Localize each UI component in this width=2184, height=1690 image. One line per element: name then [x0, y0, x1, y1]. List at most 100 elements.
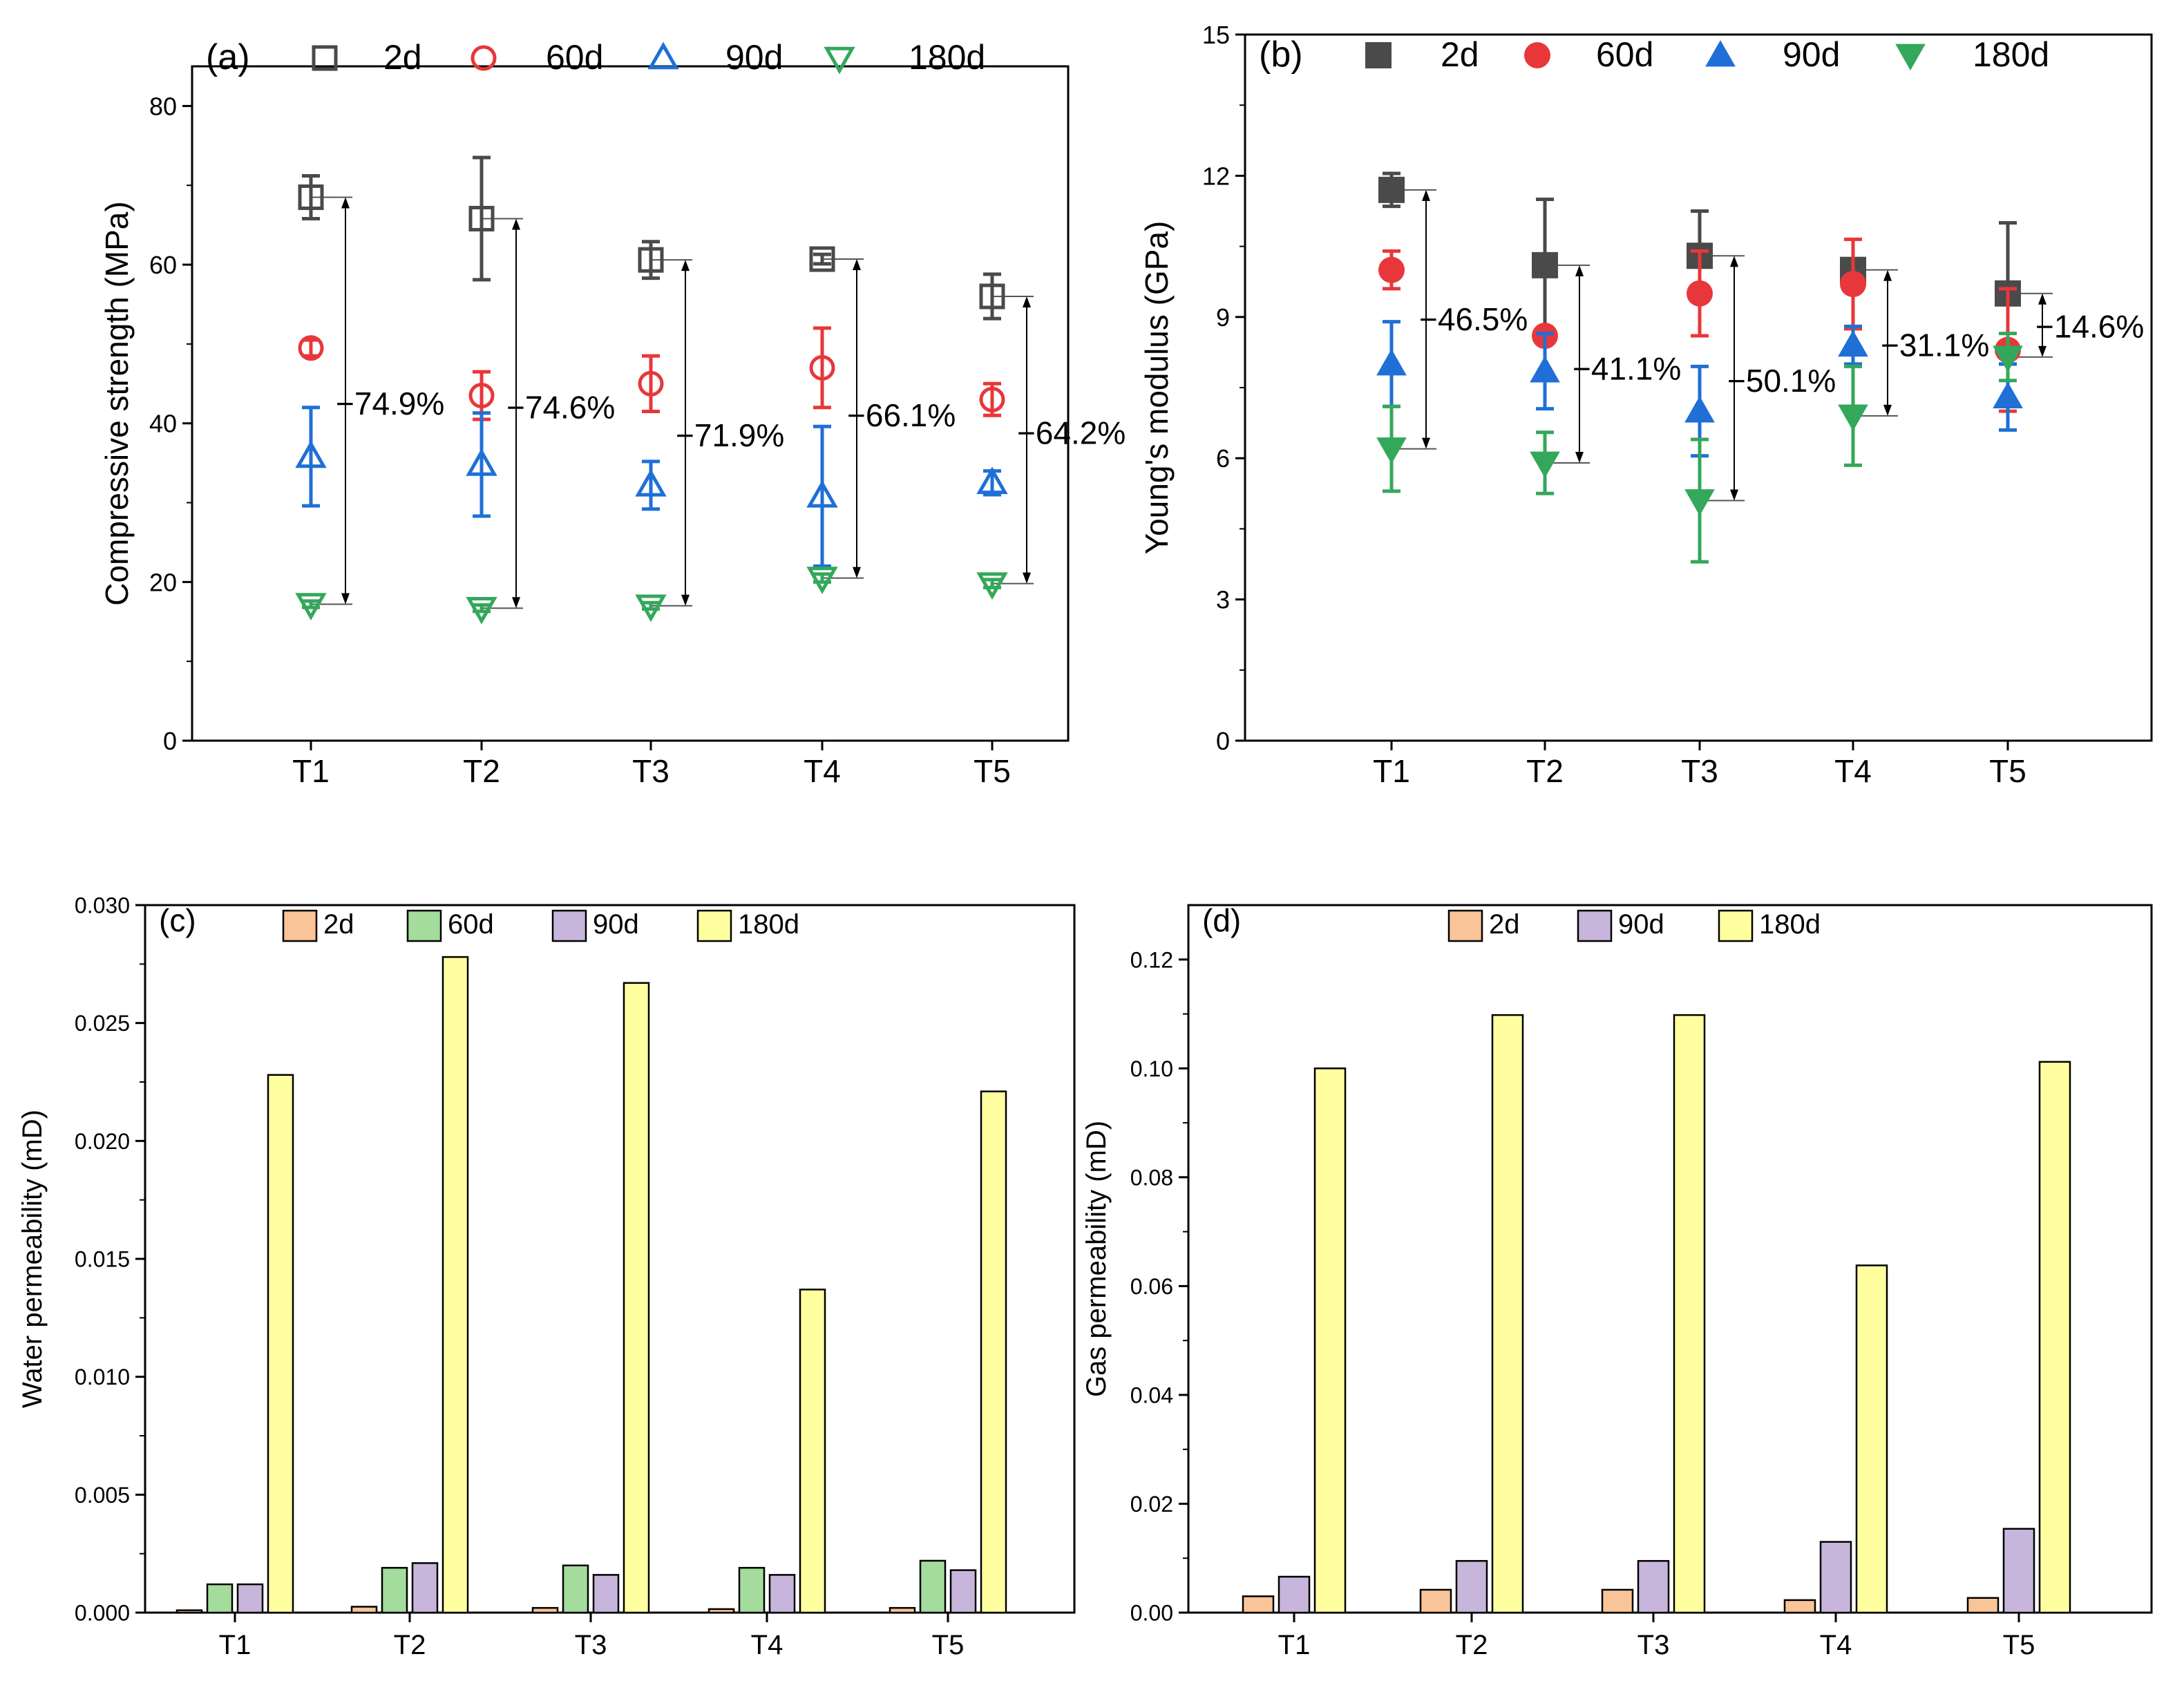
plot-frame	[191, 65, 1070, 742]
y-tick-label: 15	[1202, 21, 1230, 49]
y-tick-label: 0.000	[75, 1601, 130, 1626]
bar-60d-T4	[738, 1566, 766, 1614]
reduction-arrowhead-up	[681, 260, 690, 272]
bar-180d-T1	[267, 1074, 294, 1614]
reduction-label: −74.9%	[336, 386, 444, 421]
bar-90d-T3	[1637, 1559, 1670, 1614]
panel-label: (b)	[1259, 35, 1303, 75]
bar-90d-T4	[768, 1574, 796, 1614]
y-tick-label: 0	[163, 727, 177, 755]
reduction-label: −14.6%	[2035, 308, 2144, 344]
bar-90d-T5	[2002, 1528, 2035, 1614]
x-tick-label: T2	[1526, 753, 1564, 789]
legend-marker-180d	[824, 46, 855, 75]
reduction-arrowhead-down	[1023, 572, 1031, 584]
legend-label: 60d	[448, 909, 494, 940]
legend-label: 2d	[1489, 909, 1520, 940]
data-point-60d	[468, 383, 495, 409]
data-point-2d	[468, 205, 495, 231]
reduction-arrowhead-up	[1575, 265, 1584, 276]
bar-60d-T3	[562, 1564, 589, 1614]
legend-label: 180d	[909, 38, 985, 77]
reduction-label: −71.9%	[676, 417, 784, 453]
x-tick-label: T2	[1456, 1630, 1488, 1660]
legend-marker-180d	[1895, 44, 1926, 70]
y-tick-label: 0.020	[75, 1129, 130, 1154]
data-point-90d	[466, 448, 497, 476]
bar-180d-T4	[799, 1289, 826, 1614]
x-tick-label: T4	[1834, 753, 1872, 789]
bar-2d-T2	[350, 1606, 378, 1614]
data-point-180d	[1530, 451, 1560, 478]
legend-label: 90d	[1618, 909, 1664, 940]
x-tick-label: T4	[751, 1630, 784, 1660]
data-point-180d	[1838, 404, 1868, 431]
y-tick-label: 0.12	[1130, 947, 1173, 972]
x-tick-label: T4	[804, 753, 841, 789]
reduction-label: −50.1%	[1727, 363, 1836, 399]
reduction-arrowhead-up	[1883, 269, 1892, 281]
panel-d-gas-permeability: 0.00 0.02 0.04 0.06 0.08 0.10 0.12 T1 T2 T3 T4 T5 Ga…	[1081, 902, 2153, 1660]
x-tick-label: T3	[1637, 1630, 1670, 1660]
bar-180d-T2	[441, 956, 469, 1614]
y-axis-label: Gas permeability (mD)	[1081, 1121, 1112, 1397]
bar-90d-T2	[411, 1562, 439, 1614]
bar-2d-T1	[1242, 1595, 1275, 1614]
reduction-arrowhead-down	[1422, 437, 1430, 449]
y-tick-label: 0.015	[75, 1247, 130, 1272]
y-tick-label: 0.08	[1130, 1165, 1173, 1190]
reduction-arrowhead-down	[341, 593, 350, 605]
bar-180d-T1	[1313, 1067, 1347, 1614]
legend-marker-60d	[1524, 42, 1550, 68]
reduction-arrowhead-up	[1023, 296, 1031, 307]
panel-label: (c)	[159, 902, 196, 938]
bar-180d-T4	[1855, 1264, 1888, 1614]
bar-90d-T3	[592, 1574, 620, 1614]
reduction-arrowhead-down	[2038, 345, 2047, 357]
bar-180d-T3	[623, 982, 650, 1614]
data-point-90d	[635, 468, 667, 497]
y-tick-label: 0.06	[1130, 1274, 1173, 1299]
data-point-90d	[1684, 396, 1715, 423]
reduction-arrowhead-up	[2038, 293, 2047, 305]
bar-2d-T4	[1783, 1599, 1816, 1614]
y-tick-label: 0.025	[75, 1011, 130, 1036]
panel-label: (a)	[206, 37, 250, 77]
data-point-2d	[809, 246, 835, 272]
legend-swatch-180d	[1718, 909, 1754, 942]
legend-label: 180d	[1973, 35, 2049, 74]
x-tick-label: T4	[1820, 1630, 1852, 1660]
bar-2d-T3	[1601, 1588, 1634, 1614]
legend-label: 90d	[593, 909, 639, 940]
data-point-90d	[1376, 349, 1407, 376]
legend-label: 180d	[1759, 909, 1821, 940]
panel-b-youngs-modulus: 0 3 6 9 12 15 T1 T2 T3 T4 T5 Young's modulus (GPa) (…	[1139, 21, 2153, 789]
data-point-90d	[976, 466, 1008, 495]
legend-swatch-2d	[1447, 909, 1483, 942]
data-point-180d	[1376, 437, 1407, 464]
reduction-arrowhead-down	[681, 594, 690, 606]
bar-90d-T4	[1819, 1541, 1852, 1614]
y-tick-label: 9	[1216, 303, 1230, 332]
bar-2d-T5	[1966, 1597, 2000, 1614]
bar-2d-T2	[1419, 1588, 1452, 1614]
reduction-label: −74.6%	[506, 390, 615, 426]
reduction-arrowhead-down	[1575, 452, 1584, 464]
x-tick-label: T5	[1989, 753, 2026, 789]
y-tick-label: 0.005	[75, 1483, 130, 1508]
data-point-90d	[1838, 330, 1868, 357]
bar-90d-T1	[1278, 1575, 1311, 1614]
x-tick-label: T1	[292, 753, 330, 789]
reduction-label: −66.1%	[847, 397, 956, 433]
reduction-arrowhead-down	[1883, 404, 1892, 416]
legend-swatch-180d	[696, 909, 732, 942]
bar-180d-T2	[1491, 1014, 1524, 1614]
bar-2d-T5	[889, 1606, 916, 1614]
x-tick-label: T5	[2003, 1630, 2035, 1660]
bar-90d-T5	[949, 1569, 977, 1614]
y-tick-label: 40	[149, 410, 177, 438]
panel-a-compressive-strength: 0 20 40 60 80 T1 T2 T3 T4 T5 Compressive strength …	[99, 37, 1126, 789]
x-tick-label: T2	[394, 1630, 426, 1660]
x-tick-label: T1	[219, 1630, 251, 1660]
